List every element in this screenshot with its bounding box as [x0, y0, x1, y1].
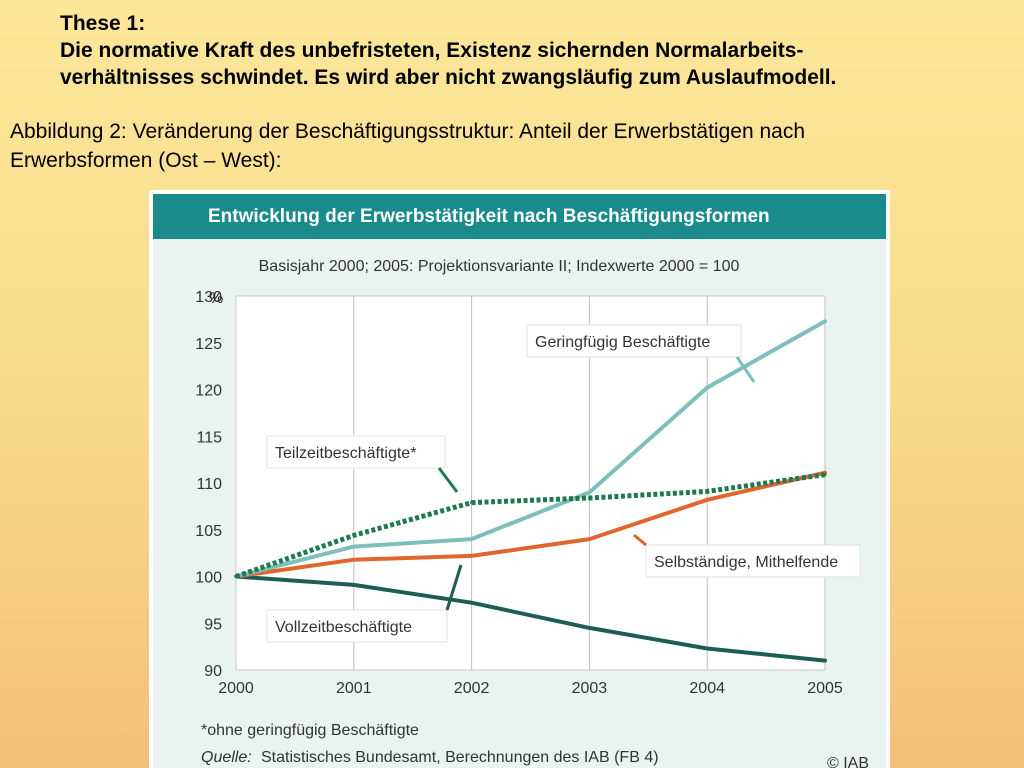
x-tick-label: 2004	[689, 680, 725, 697]
y-tick-label: 95	[204, 616, 222, 633]
thesis-line-1: Die normative Kraft des unbefristeten, E…	[60, 39, 804, 62]
label-geringfuegig-text: Geringfügig Beschäftigte	[535, 334, 710, 351]
series-line-selbststaendig-point	[587, 537, 591, 541]
y-tick-label: 130	[195, 289, 222, 306]
series-line-geringfuegig-point	[705, 386, 709, 390]
series-line-teilzeit-point	[823, 473, 827, 477]
series-line-selbststaendig-point	[470, 554, 474, 558]
label-geringfuegig: Geringfügig Beschäftigte	[526, 324, 742, 358]
y-tick-label: 100	[195, 570, 222, 587]
series-line-geringfuegig-point	[587, 490, 591, 494]
x-tick-label: 2000	[218, 680, 254, 697]
source-text: Statistisches Bundesamt, Berechnungen de…	[261, 749, 659, 766]
y-tick-label: 105	[195, 523, 222, 540]
x-tick-label: 2005	[807, 680, 843, 697]
series-line-teilzeit	[235, 472, 826, 579]
source-label: Quelle:	[201, 749, 252, 766]
y-tick-label: 125	[195, 336, 222, 353]
series-line-teilzeit-point	[352, 533, 356, 537]
label-selbststaendig-box	[645, 544, 861, 578]
series-line-selbststaendig-point	[705, 498, 709, 502]
caption-line-2: Erwerbsformen (Ost – West):	[10, 149, 282, 172]
label-teilzeit-box	[266, 435, 446, 469]
series-line-geringfuegig-point	[352, 545, 356, 549]
series-line-geringfuegig-point	[470, 537, 474, 541]
y-tick-label: 115	[196, 429, 222, 446]
series-line-vollzeit	[234, 574, 827, 663]
figure-caption: Abbildung 2: Veränderung der Beschäftigu…	[10, 117, 1010, 175]
label-selbststaendig: Selbständige, Mithelfende	[645, 544, 861, 578]
thesis-heading: These 1:	[60, 12, 146, 35]
series-line-vollzeit-point	[352, 583, 356, 587]
copyright: © IAB	[827, 755, 869, 768]
chart-svg: Basisjahr 2000; 2005: Projektionsvariant…	[195, 258, 869, 768]
series-line-teilzeit-point	[470, 501, 474, 505]
series-line-teilzeit-point	[234, 575, 238, 578]
chart-footnote: *ohne geringfügig Beschäftigte	[201, 722, 419, 739]
series-line-vollzeit-point	[823, 659, 827, 663]
series-line-teilzeit-point	[705, 489, 709, 493]
label-vollzeit-box	[266, 609, 448, 643]
chart-title: Entwicklung der Erwerbstätigkeit nach Be…	[153, 194, 886, 239]
label-teilzeit-leader	[437, 467, 459, 493]
series-line-selbststaendig-point	[352, 558, 356, 562]
series-line-vollzeit-point	[470, 601, 474, 605]
label-geringfuegig-leader	[735, 356, 756, 383]
label-vollzeit-leader	[445, 564, 463, 611]
thesis-block: These 1: Die normative Kraft des unbefri…	[60, 10, 1020, 91]
y-tick-label: 110	[196, 476, 222, 493]
label-teilzeit: Teilzeitbeschäftigte*	[266, 435, 446, 469]
caption-line-1: Abbildung 2: Veränderung der Beschäftigu…	[10, 120, 805, 143]
thesis-line-2: verhältnisses schwindet. Es wird aber ni…	[60, 66, 837, 89]
series-line-selbststaendig	[234, 470, 827, 579]
x-tick-label: 2003	[572, 680, 608, 697]
x-tick-label: 2001	[336, 680, 372, 697]
label-selbststaendig-leader	[633, 533, 647, 547]
y-axis-label: %	[209, 290, 223, 307]
label-geringfuegig-box	[526, 324, 742, 358]
x-tick-label: 2002	[454, 680, 490, 697]
label-vollzeit: Vollzeitbeschäftigte	[266, 609, 448, 643]
label-vollzeit-text: Vollzeitbeschäftigte	[275, 619, 412, 636]
series-line-teilzeit-point	[587, 496, 591, 500]
label-selbststaendig-text: Selbständige, Mithelfende	[654, 554, 838, 571]
series-line-geringfuegig-point	[823, 319, 827, 323]
chart-subtitle: Basisjahr 2000; 2005: Projektionsvariant…	[259, 258, 740, 275]
y-tick-label: 120	[195, 383, 222, 400]
series-line-vollzeit-point	[587, 626, 591, 630]
label-teilzeit-text: Teilzeitbeschäftigte*	[275, 445, 416, 462]
y-tick-label: 90	[204, 663, 222, 680]
chart-figure: Entwicklung der Erwerbstätigkeit nach Be…	[149, 190, 890, 768]
series-line-geringfuegig	[234, 319, 827, 579]
series-line-vollzeit-point	[705, 646, 709, 650]
